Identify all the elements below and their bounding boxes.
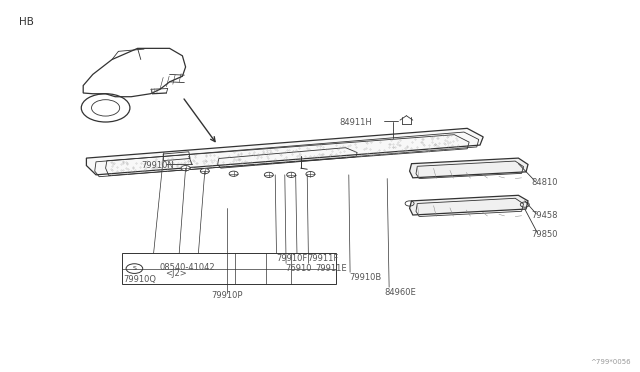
Polygon shape: [86, 128, 483, 175]
Text: ^799*0056: ^799*0056: [590, 359, 630, 365]
Polygon shape: [410, 158, 528, 178]
Text: S: S: [132, 266, 136, 271]
Text: 79910B: 79910B: [349, 273, 381, 282]
Text: 84911H: 84911H: [339, 118, 372, 127]
Text: 84810: 84810: [531, 178, 557, 187]
Text: 08540-41042: 08540-41042: [160, 263, 216, 272]
Text: HB: HB: [19, 17, 34, 27]
Text: 79458: 79458: [531, 211, 557, 220]
Circle shape: [229, 171, 238, 176]
Circle shape: [306, 171, 315, 177]
Polygon shape: [410, 195, 528, 215]
Text: 79910Q: 79910Q: [124, 275, 157, 284]
Circle shape: [287, 172, 296, 177]
Text: <J2>: <J2>: [165, 269, 187, 278]
Text: 76910: 76910: [285, 264, 311, 273]
Bar: [122, 253, 336, 284]
Circle shape: [181, 166, 190, 171]
Text: 79910F: 79910F: [276, 254, 308, 263]
Text: 79911E: 79911E: [316, 264, 347, 273]
Text: 79911F: 79911F: [307, 254, 339, 263]
Circle shape: [264, 172, 273, 177]
Text: 79850: 79850: [531, 230, 557, 239]
Text: 79910N: 79910N: [141, 161, 173, 170]
Text: 79910P: 79910P: [211, 291, 243, 300]
Text: 84960E: 84960E: [384, 288, 416, 296]
Circle shape: [200, 169, 209, 174]
